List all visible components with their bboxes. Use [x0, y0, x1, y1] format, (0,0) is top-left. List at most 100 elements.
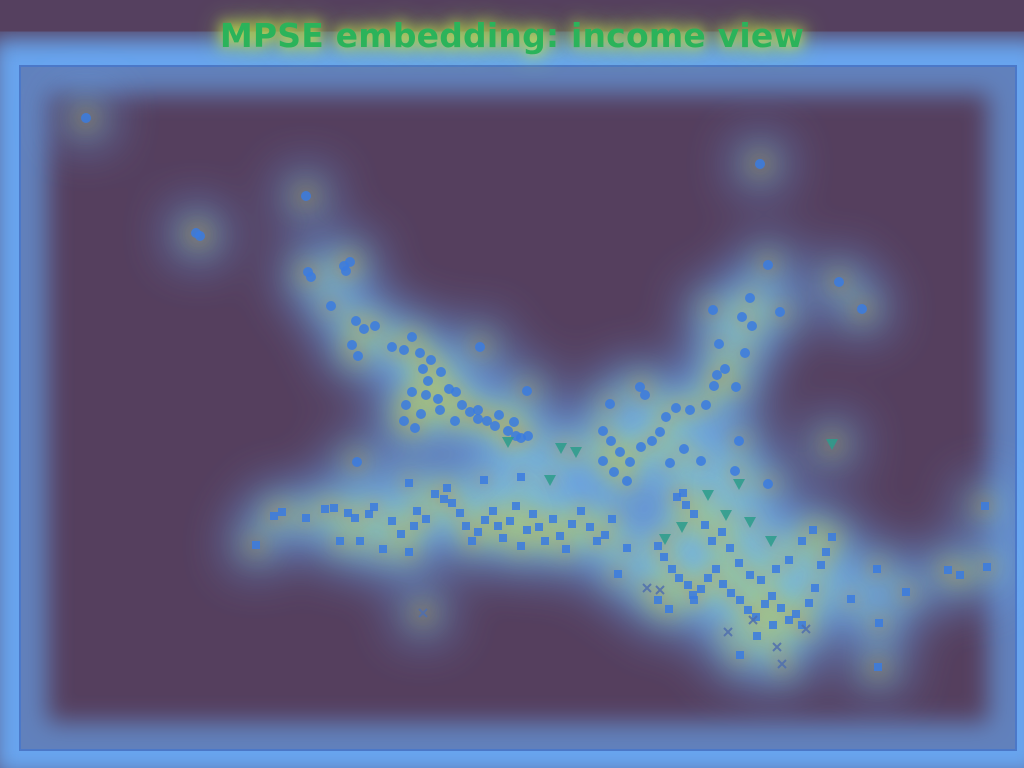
data-points [81, 113, 991, 671]
data-point-circle [387, 342, 397, 352]
data-point-square [768, 592, 776, 600]
data-point-square [654, 596, 662, 604]
data-point-square [875, 619, 883, 627]
data-point-square [753, 632, 761, 640]
data-point-circle [615, 447, 625, 457]
data-point-circle [435, 405, 445, 415]
data-point-circle [426, 355, 436, 365]
data-point-square [448, 499, 456, 507]
data-point-square [512, 502, 520, 510]
data-point-square [494, 522, 502, 530]
data-point-square [456, 509, 464, 517]
data-point-circle [640, 390, 650, 400]
data-point-square [675, 574, 683, 582]
data-point-square [809, 526, 817, 534]
data-point-square [397, 530, 405, 538]
data-point-circle [407, 332, 417, 342]
data-point-square [608, 515, 616, 523]
data-point-square [344, 509, 352, 517]
data-point-x [642, 583, 652, 593]
data-point-square [944, 566, 952, 574]
data-point-circle [399, 416, 409, 426]
data-point-circle [303, 267, 313, 277]
data-point-circle [763, 260, 773, 270]
data-point-square [665, 605, 673, 613]
data-point-square [811, 584, 819, 592]
data-point-circle [351, 316, 361, 326]
data-point-square [727, 589, 735, 597]
data-point-square [735, 559, 743, 567]
data-point-circle [709, 381, 719, 391]
data-point-square [673, 493, 681, 501]
data-point-square [568, 520, 576, 528]
data-point-circle [401, 400, 411, 410]
data-point-circle [625, 457, 635, 467]
data-point-circle [636, 442, 646, 452]
data-point-triangle-down [765, 536, 777, 547]
data-point-circle [731, 382, 741, 392]
data-point-circle [665, 458, 675, 468]
data-point-square [549, 515, 557, 523]
data-point-square [902, 588, 910, 596]
data-point-x [772, 642, 782, 652]
data-point-circle [598, 456, 608, 466]
data-point-square [792, 610, 800, 618]
data-point-square [321, 505, 329, 513]
data-point-square [474, 528, 482, 536]
data-point-circle [740, 348, 750, 358]
data-point-square [365, 510, 373, 518]
data-point-circle [655, 427, 665, 437]
data-point-square [541, 537, 549, 545]
data-point-circle [423, 376, 433, 386]
data-point-x [655, 585, 665, 595]
data-point-square [682, 501, 690, 509]
data-point-square [601, 531, 609, 539]
data-point-circle [475, 342, 485, 352]
data-point-square [462, 522, 470, 530]
data-point-x [418, 608, 428, 618]
data-point-circle [745, 293, 755, 303]
data-point-square [351, 514, 359, 522]
data-point-circle [301, 191, 311, 201]
data-point-square [517, 542, 525, 550]
data-point-square [873, 565, 881, 573]
data-point-square [410, 522, 418, 530]
data-point-circle [606, 436, 616, 446]
data-point-square [405, 548, 413, 556]
data-point-circle [81, 113, 91, 123]
data-point-square [562, 545, 570, 553]
data-point-circle [359, 324, 369, 334]
data-point-square [270, 512, 278, 520]
data-point-square [777, 604, 785, 612]
data-point-triangle-down [555, 443, 567, 454]
data-point-square [623, 544, 631, 552]
data-point-square [718, 528, 726, 536]
data-point-square [785, 556, 793, 564]
data-point-square [736, 651, 744, 659]
data-point-circle [622, 476, 632, 486]
data-point-square [668, 565, 676, 573]
plot-frame [19, 65, 1017, 751]
data-point-square [684, 581, 692, 589]
data-point-square [593, 537, 601, 545]
data-point-circle [339, 261, 349, 271]
data-point-square [708, 537, 716, 545]
data-point-square [529, 510, 537, 518]
data-point-circle [509, 417, 519, 427]
data-point-square [336, 537, 344, 545]
data-point-square [535, 523, 543, 531]
data-point-circle [712, 370, 722, 380]
data-point-square [712, 565, 720, 573]
data-point-circle [523, 431, 533, 441]
data-point-square [556, 532, 564, 540]
data-point-circle [598, 426, 608, 436]
data-point-square [874, 663, 882, 671]
data-point-circle [503, 426, 513, 436]
data-point-square [726, 544, 734, 552]
data-point-square [370, 503, 378, 511]
data-point-square [822, 548, 830, 556]
data-point-circle [494, 410, 504, 420]
data-point-circle [734, 436, 744, 446]
